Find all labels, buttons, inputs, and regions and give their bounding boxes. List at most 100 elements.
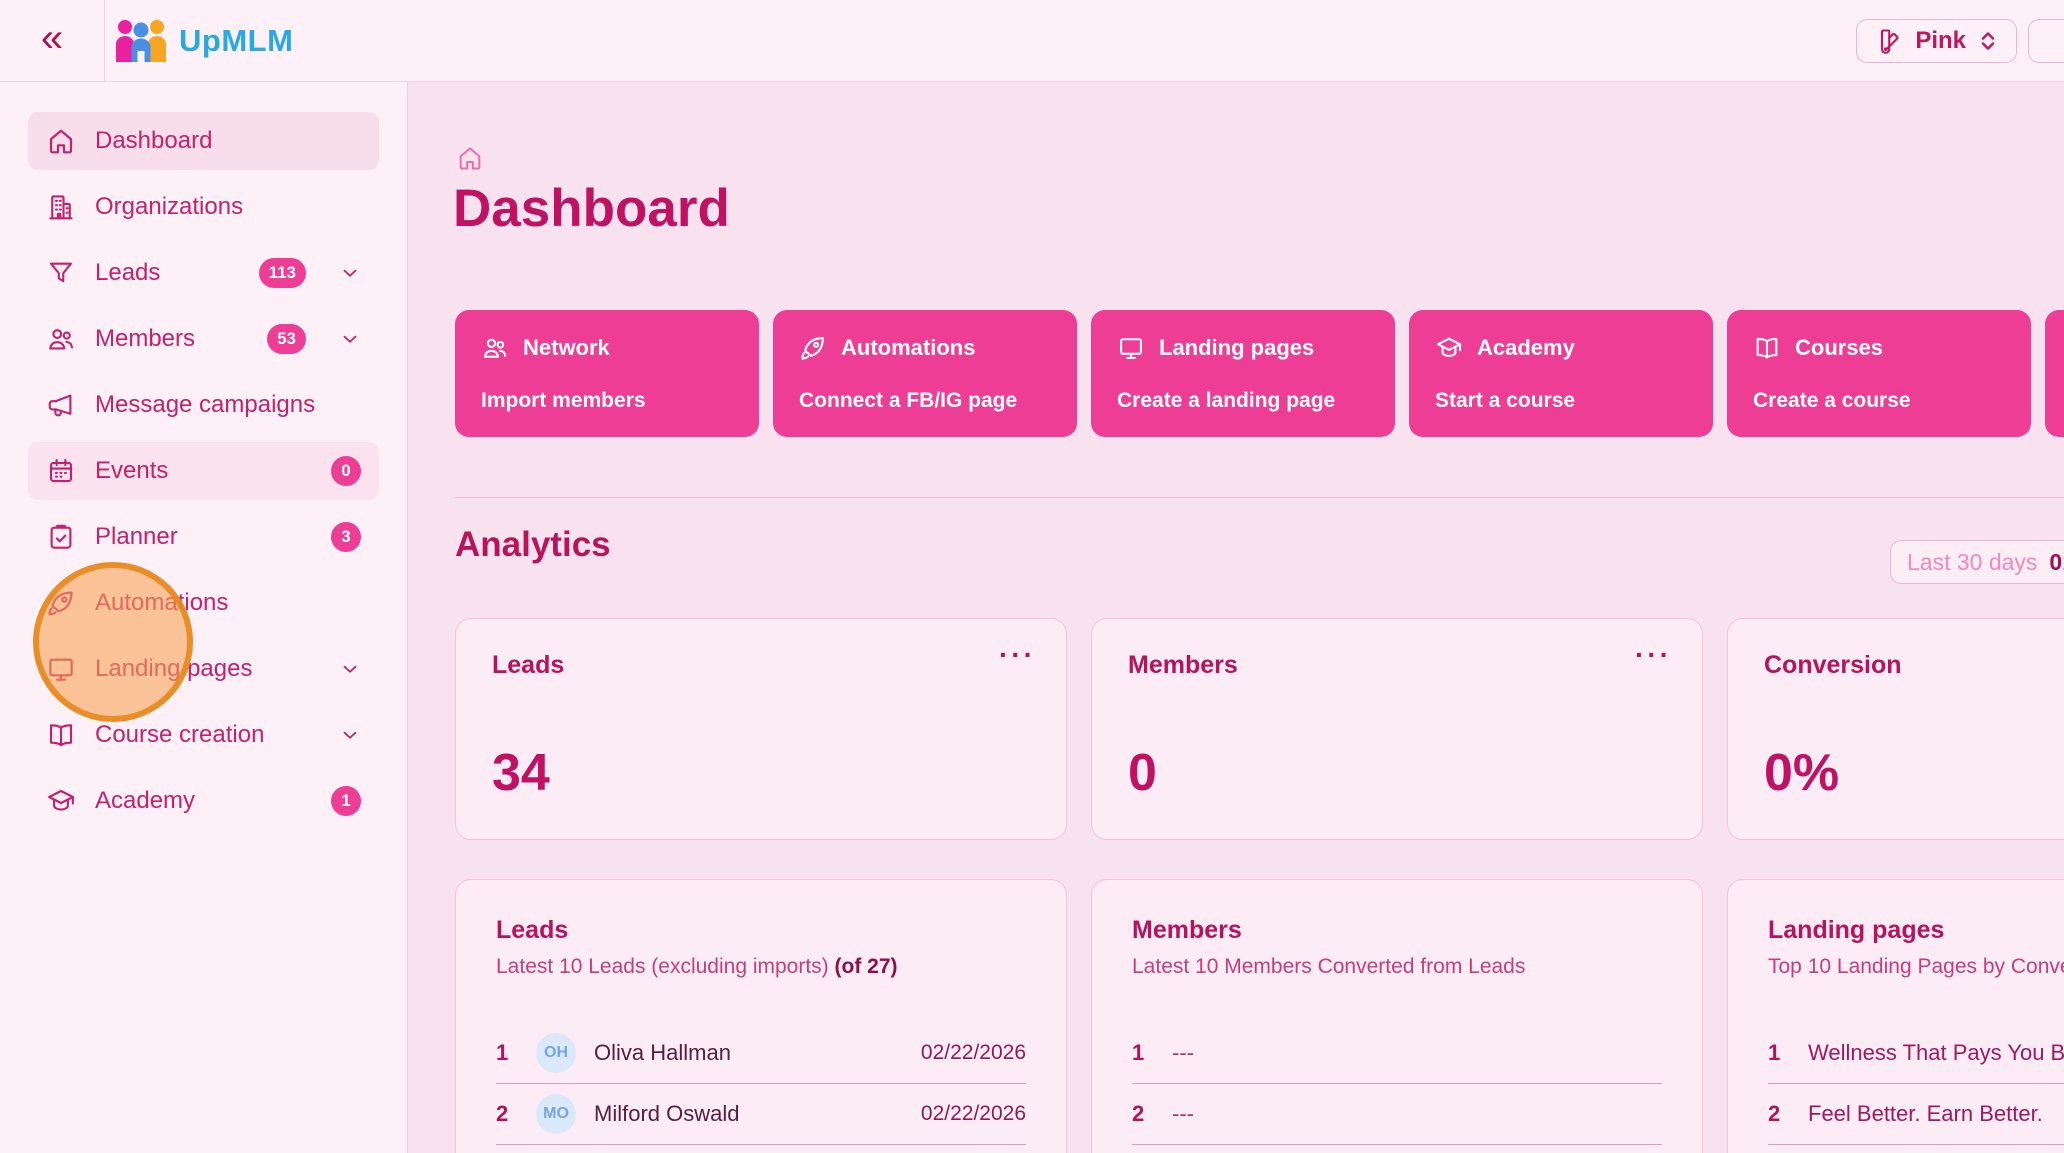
avatar: MO (536, 1094, 576, 1134)
list-card-landing-pages: Landing pages Top 10 Landing Pages by Co… (1727, 879, 2064, 1153)
breadcrumb-home-icon[interactable] (456, 144, 484, 172)
date-range-value: 01/2 (2049, 548, 2064, 575)
sidebar-item-label: Message campaigns (95, 391, 316, 418)
stats-row: Leads ··· 34 Members ··· 0 Conversion 0% (455, 618, 2064, 840)
quick-action-title: Courses (1795, 335, 1884, 360)
list-card-members: Members Latest 10 Members Converted from… (1091, 879, 1703, 1153)
quick-action-subtitle: Create a landing page (1117, 389, 1336, 412)
quick-action-clipped[interactable]: C (2045, 310, 2064, 437)
sidebar-item-planner[interactable]: Planner 3 (28, 508, 379, 566)
analytics-heading: Analytics (455, 525, 611, 564)
lead-date: 02/22/2026 (920, 1041, 1026, 1064)
members-count-badge: 53 (267, 324, 306, 354)
events-count-badge: 0 (331, 456, 361, 486)
clipped-header-button[interactable] (2028, 19, 2064, 63)
home-icon (46, 126, 76, 156)
lead-name: Milford Oswald (594, 1101, 740, 1126)
theme-select[interactable]: Pink (1856, 19, 2017, 63)
table-row[interactable]: 2 --- (1132, 1084, 1662, 1145)
sidebar-collapse-button[interactable]: « (0, 0, 105, 82)
calendar-icon (46, 456, 76, 486)
list-subtitle: Latest 10 Leads (excluding imports) (of … (496, 955, 898, 978)
monitor-icon (46, 654, 76, 684)
theme-select-value: Pink (1915, 27, 1966, 54)
sidebar-item-dashboard[interactable]: Dashboard (28, 112, 379, 170)
quick-action-network[interactable]: Network Import members (455, 310, 759, 437)
stat-card-leads: Leads ··· 34 (455, 618, 1067, 840)
sidebar-item-label: Events (95, 457, 169, 484)
chevron-down-icon[interactable] (339, 658, 361, 680)
quick-action-courses[interactable]: Courses Create a course (1727, 310, 2031, 437)
sidebar-item-label: Organizations (95, 193, 244, 220)
sidebar-item-label: Planner (95, 523, 178, 550)
stat-title: Conversion (1764, 651, 1902, 679)
brand[interactable]: UpMLM (113, 18, 293, 64)
section-divider (455, 497, 2064, 498)
sidebar-item-academy[interactable]: Academy 1 (28, 772, 379, 830)
stat-value: 0% (1764, 744, 1840, 802)
stat-value: 34 (492, 744, 550, 802)
quick-action-automations[interactable]: Automations Connect a FB/IG page (773, 310, 1077, 437)
lead-name: Oliva Hallman (594, 1040, 731, 1065)
sidebar-item-course-creation[interactable]: Course creation (28, 706, 379, 764)
quick-action-subtitle: Import members (481, 389, 646, 412)
table-row[interactable]: 2 Feel Better. Earn Better. (1768, 1084, 2064, 1145)
list-subtitle: Latest 10 Members Converted from Leads (1132, 955, 1526, 978)
table-row[interactable]: 1 --- (1132, 1023, 1662, 1084)
upmlm-logo-icon (113, 18, 169, 64)
megaphone-icon (46, 390, 76, 420)
academy-count-badge: 1 (331, 786, 361, 816)
sidebar-item-label: Landing pages (95, 655, 253, 682)
sidebar-item-events[interactable]: Events 0 (28, 442, 379, 500)
sidebar-item-label: Leads (95, 259, 161, 286)
building-icon (46, 192, 76, 222)
list-title: Members (1132, 916, 1242, 944)
sidebar-item-leads[interactable]: Leads 113 (28, 244, 379, 302)
header-actions: Pink (1856, 19, 2064, 63)
sidebar-item-organizations[interactable]: Organizations (28, 178, 379, 236)
quick-action-subtitle: Create a course (1753, 389, 1911, 412)
table-row[interactable]: 1 Wellness That Pays You Back (1768, 1023, 2064, 1084)
main-content: Dashboard Network Import members (408, 82, 2064, 1153)
sidebar-nav: Dashboard Organizations Leads 113 (0, 82, 408, 1153)
table-row[interactable]: 2 MO Milford Oswald 02/22/2026 (496, 1084, 1026, 1145)
quick-action-academy[interactable]: Academy Start a course (1409, 310, 1713, 437)
ellipsis-menu-icon[interactable]: ··· (999, 639, 1036, 670)
quick-action-subtitle: Start a course (1435, 389, 1576, 412)
sidebar-item-label: Members (95, 325, 196, 352)
quick-action-landing-pages[interactable]: Landing pages Create a landing page (1091, 310, 1395, 437)
sidebar-item-members[interactable]: Members 53 (28, 310, 379, 368)
list-subtitle: Top 10 Landing Pages by Convers (1768, 955, 2064, 978)
date-range-filter[interactable]: Last 30 days 01/2 (1890, 540, 2064, 584)
landing-page-name: Wellness That Pays You Back (1808, 1040, 2064, 1065)
sidebar-item-landing-pages[interactable]: Landing pages (28, 640, 379, 698)
list-title: Leads (496, 916, 569, 944)
lists-row: Leads Latest 10 Leads (excluding imports… (455, 879, 2064, 1153)
users-icon (481, 334, 509, 362)
ellipsis-menu-icon[interactable]: ··· (1635, 639, 1672, 670)
member-name: --- (1172, 1040, 1194, 1065)
chevron-down-icon[interactable] (339, 328, 361, 350)
stat-value: 0 (1128, 744, 1157, 802)
funnel-icon (46, 258, 76, 288)
quick-action-title: Landing pages (1159, 335, 1315, 360)
avatar: OH (536, 1033, 576, 1073)
member-name: --- (1172, 1101, 1194, 1126)
chevron-down-icon[interactable] (339, 724, 361, 746)
graduation-cap-icon (1435, 334, 1463, 362)
landing-page-name: Feel Better. Earn Better. (1808, 1101, 2043, 1126)
rocket-icon (46, 588, 76, 618)
clipboard-check-icon (46, 522, 76, 552)
date-range-label: Last 30 days (1907, 548, 2038, 575)
stat-title: Leads (492, 651, 565, 679)
chevron-down-icon[interactable] (339, 262, 361, 284)
stat-card-conversion: Conversion 0% (1727, 618, 2064, 840)
brand-name: UpMLM (179, 22, 294, 58)
monitor-icon (1117, 334, 1145, 362)
sidebar-item-message-campaigns[interactable]: Message campaigns (28, 376, 379, 434)
planner-count-badge: 3 (331, 522, 361, 552)
leads-count-badge: 113 (258, 258, 306, 288)
sidebar-item-automations[interactable]: Automations (28, 574, 379, 632)
table-row[interactable]: 1 OH Oliva Hallman 02/22/2026 (496, 1023, 1026, 1084)
